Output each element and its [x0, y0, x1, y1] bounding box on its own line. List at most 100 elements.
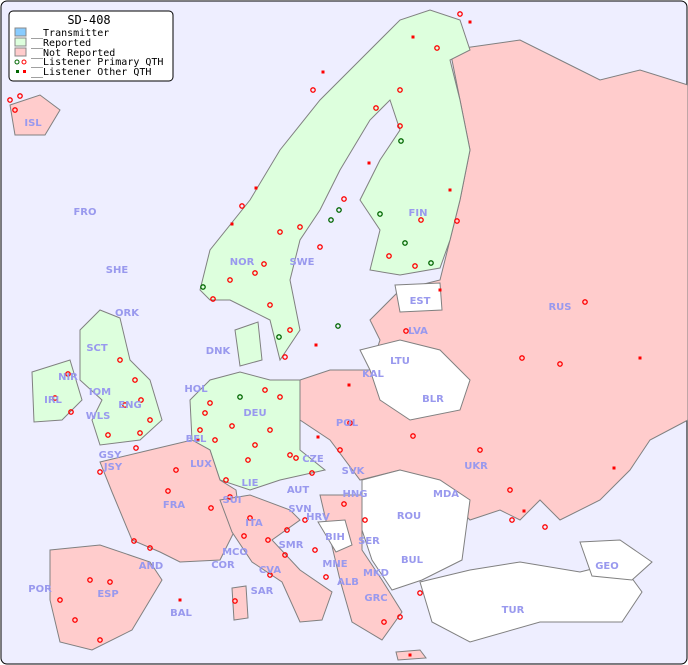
listener-other-qth-marker	[196, 438, 200, 442]
listener-other-qth-marker	[438, 288, 442, 292]
listener-primary-qth-marker	[412, 263, 418, 269]
country-label-she: SHE	[106, 265, 129, 276]
country-label-nir: NIR	[58, 372, 78, 383]
country-label-swe: SWE	[289, 257, 314, 268]
country-label-aut: AUT	[287, 485, 310, 496]
listener-primary-qth-marker	[147, 417, 153, 423]
legend-other-red-icon	[23, 70, 26, 73]
legend-swatch-reported	[14, 37, 27, 47]
country-label-geo: GEO	[595, 561, 619, 572]
listener-primary-qth-marker	[287, 452, 293, 458]
country-label-and: AND	[139, 561, 163, 572]
listener-primary-qth-marker	[336, 207, 342, 213]
listener-primary-qth-marker	[241, 533, 247, 539]
legend-label-not-reported: __Not Reported	[31, 48, 115, 59]
country-label-mda: MDA	[433, 489, 459, 500]
listener-primary-qth-marker	[507, 487, 513, 493]
listener-primary-qth-marker	[202, 410, 208, 416]
listener-primary-qth-marker	[434, 45, 440, 51]
region-turkey	[419, 561, 643, 643]
listener-other-qth-marker	[411, 35, 415, 39]
listener-primary-qth-marker	[477, 447, 483, 453]
listener-primary-qth-marker	[428, 260, 434, 266]
listener-other-qth-marker	[347, 383, 351, 387]
listener-other-qth-marker	[314, 343, 318, 347]
listener-primary-qth-marker	[410, 433, 416, 439]
listener-other-qth-marker	[638, 356, 642, 360]
listener-primary-qth-marker	[68, 409, 74, 415]
listener-primary-qth-marker	[282, 354, 288, 360]
listener-primary-qth-marker	[277, 229, 283, 235]
country-label-blr: BLR	[422, 394, 444, 405]
listener-primary-qth-marker	[223, 477, 229, 483]
country-label-lie: LIE	[242, 478, 259, 489]
listener-primary-qth-marker	[317, 244, 323, 250]
listener-other-qth-marker	[612, 466, 616, 470]
listener-primary-qth-marker	[210, 296, 216, 302]
listener-primary-qth-marker	[265, 537, 271, 543]
listener-other-qth-marker	[367, 161, 371, 165]
country-label-bih: BIH	[325, 532, 345, 543]
country-label-cze: CZE	[302, 454, 324, 465]
listener-primary-qth-marker	[386, 253, 392, 259]
country-label-pol: POL	[336, 418, 359, 429]
listener-primary-qth-marker	[229, 423, 235, 429]
listener-primary-qth-marker	[402, 240, 408, 246]
listener-primary-qth-marker	[17, 93, 23, 99]
listener-primary-qth-marker	[137, 430, 143, 436]
listener-other-qth-marker	[321, 70, 325, 74]
country-label-alb: ALB	[337, 577, 359, 588]
legend-label-other-qth: __Listener Other QTH	[31, 67, 151, 78]
listener-primary-qth-marker	[97, 637, 103, 643]
listener-primary-qth-marker	[133, 445, 139, 451]
listener-primary-qth-marker	[418, 217, 424, 223]
country-label-mne: MNE	[322, 559, 347, 570]
listener-primary-qth-marker	[347, 420, 353, 426]
listener-primary-qth-marker	[582, 299, 588, 305]
country-labels: ISL FRO SHE ORK FIN NOR SWE EST LVA RUS DNK LTU KAL B…	[24, 118, 618, 619]
listener-primary-qth-marker	[293, 455, 299, 461]
country-label-ltu: LTU	[390, 356, 410, 367]
listener-primary-qth-marker	[362, 517, 368, 523]
listener-primary-qth-marker	[284, 527, 290, 533]
listener-primary-qth-marker	[397, 87, 403, 93]
legend-title: SD-408	[67, 13, 110, 27]
listener-primary-qth-marker	[457, 11, 463, 17]
country-label-sct: SCT	[86, 343, 108, 354]
region-georgia	[579, 539, 653, 581]
region-bosnia	[317, 519, 353, 553]
listener-primary-qth-marker	[12, 107, 18, 113]
listener-primary-qth-marker	[197, 427, 203, 433]
country-label-rou: ROU	[397, 511, 421, 522]
country-label-sar: SAR	[251, 586, 274, 597]
country-label-irl: IRL	[44, 395, 62, 406]
listener-primary-qth-marker	[323, 574, 329, 580]
country-label-sui: SUI	[222, 495, 241, 506]
listener-primary-qth-marker	[107, 579, 113, 585]
listener-primary-qth-marker	[341, 501, 347, 507]
listener-primary-qth-marker	[397, 614, 403, 620]
listener-primary-qth-marker	[454, 218, 460, 224]
country-label-smr: SMR	[279, 540, 304, 551]
listener-primary-qth-marker	[117, 357, 123, 363]
listener-primary-qth-marker	[310, 87, 316, 93]
listener-primary-qth-marker	[542, 524, 548, 530]
listener-other-qth-marker	[230, 222, 234, 226]
listener-primary-qth-marker	[207, 400, 213, 406]
listener-primary-qth-marker	[267, 302, 273, 308]
country-label-dnk: DNK	[206, 346, 232, 357]
country-label-cor: COR	[211, 560, 235, 571]
listener-primary-qth-marker	[262, 387, 268, 393]
listener-other-qth-marker	[408, 653, 412, 657]
country-label-hrv: HRV	[306, 512, 330, 523]
listener-primary-qth-marker	[417, 590, 423, 596]
country-label-fro: FRO	[73, 207, 96, 218]
listener-primary-qth-marker	[267, 427, 273, 433]
listener-primary-qth-marker	[302, 517, 308, 523]
country-label-ser: SER	[358, 536, 380, 547]
country-label-cva: CVA	[259, 565, 281, 576]
listener-primary-qth-marker	[282, 552, 288, 558]
country-label-lux: LUX	[190, 459, 212, 470]
listener-primary-qth-marker	[398, 138, 404, 144]
listener-other-qth-marker	[522, 509, 526, 513]
